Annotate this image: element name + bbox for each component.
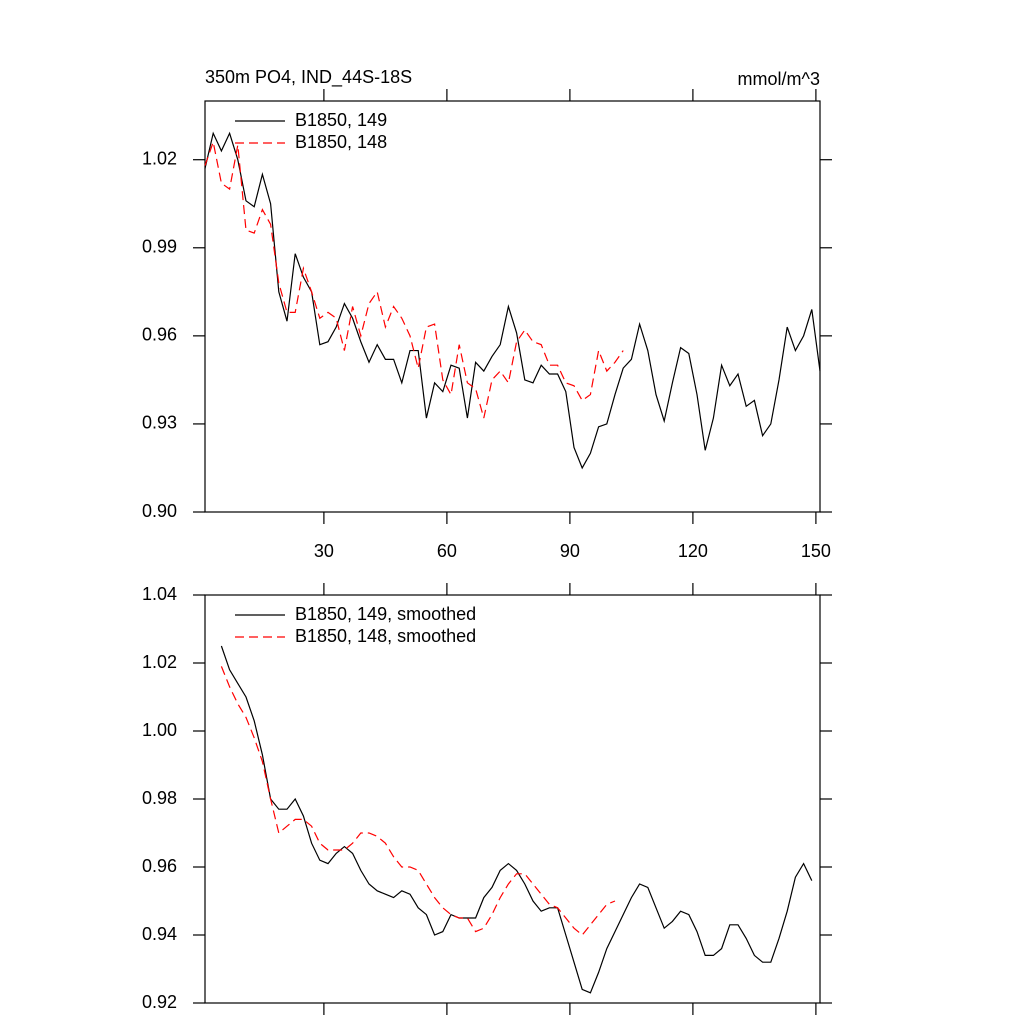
y-tick-label: 1.00 <box>142 720 177 740</box>
y-tick-label: 0.96 <box>142 856 177 876</box>
x-tick-label: 150 <box>801 541 831 561</box>
chart-title: 350m PO4, IND_44S-18S <box>205 67 412 88</box>
legend-label: B1850, 148 <box>295 132 387 152</box>
series-line <box>220 645 813 994</box>
y-tick-label: 0.94 <box>142 924 177 944</box>
y-tick-label: 0.90 <box>142 501 177 521</box>
plot-frame <box>204 100 821 513</box>
y-tick-label: 0.92 <box>142 992 177 1012</box>
x-tick-label: 30 <box>314 541 334 561</box>
plot-frame <box>204 594 821 1004</box>
series-line <box>220 666 616 936</box>
legend-label: B1850, 149 <box>295 110 387 130</box>
y-tick-label: 1.04 <box>142 584 177 604</box>
y-tick-label: 0.99 <box>142 237 177 257</box>
x-tick-label: 90 <box>560 541 580 561</box>
y-tick-label: 1.02 <box>142 148 177 168</box>
x-tick-label: 120 <box>678 541 708 561</box>
units-label: mmol/m^3 <box>738 69 820 89</box>
series-line <box>204 139 624 419</box>
legend-label: B1850, 148, smoothed <box>295 626 476 646</box>
y-tick-label: 0.93 <box>142 413 177 433</box>
x-tick-label: 60 <box>437 541 457 561</box>
y-tick-label: 0.96 <box>142 325 177 345</box>
y-tick-label: 0.98 <box>142 788 177 808</box>
legend-label: B1850, 149, smoothed <box>295 604 476 624</box>
series-line <box>204 131 821 470</box>
y-tick-label: 1.02 <box>142 652 177 672</box>
